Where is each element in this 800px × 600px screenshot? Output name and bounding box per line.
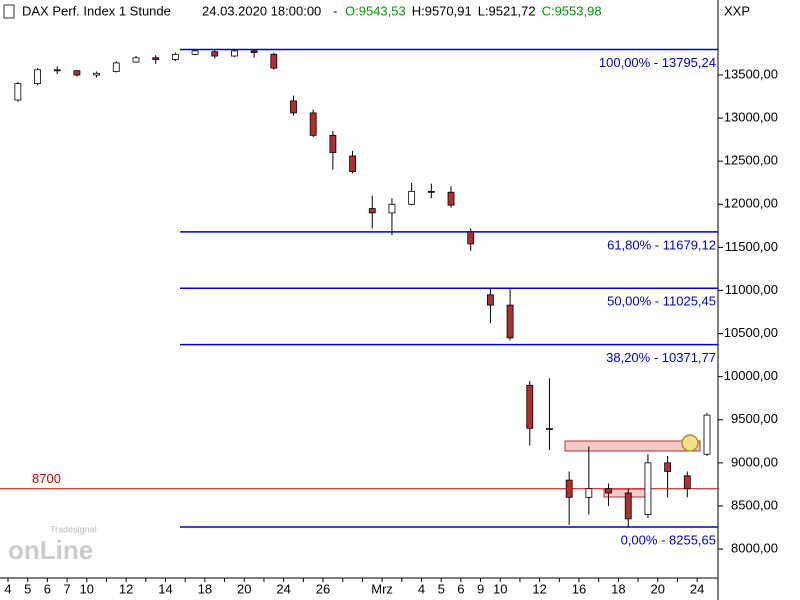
icon <box>3 4 15 19</box>
support-label: 8700 <box>32 471 61 486</box>
x-tick-label: 26 <box>316 581 330 596</box>
candle-body <box>132 57 140 63</box>
fib-label: 61,80% - 11679,12 <box>607 237 716 252</box>
x-tick-label: 7 <box>63 581 70 596</box>
y-tick-label: 8000,00 <box>731 540 778 555</box>
candle-body <box>290 100 297 114</box>
x-tick-label: 6 <box>457 581 464 596</box>
candle-body <box>427 190 435 193</box>
x-tick-label: 16 <box>572 581 586 596</box>
candle-body <box>211 51 219 57</box>
x-tick-label: 24 <box>690 581 704 596</box>
candle-body <box>388 203 396 214</box>
candle-body <box>664 462 672 472</box>
marker-circle <box>681 434 699 452</box>
candle-body <box>191 50 199 55</box>
candle-body <box>487 294 494 306</box>
candle-body <box>506 304 514 339</box>
candle-body <box>171 53 179 60</box>
ohlc-label: O:9543,53 <box>345 3 406 18</box>
candle-body <box>34 69 41 85</box>
candle-body <box>231 50 238 57</box>
y-tick-label: 9000,00 <box>731 454 778 469</box>
candle-body <box>329 134 337 153</box>
x-tick-label: 24 <box>276 581 290 596</box>
candle-body <box>683 475 691 490</box>
zone <box>564 440 701 452</box>
y-tick-label: 9500,00 <box>731 411 778 426</box>
candle-body <box>309 112 317 136</box>
x-tick-label: 5 <box>24 581 31 596</box>
candle-body <box>467 231 475 245</box>
y-tick-label: 12500,00 <box>724 153 778 168</box>
x-tick-label: 4 <box>418 581 425 596</box>
x-tick-label: 12 <box>532 581 546 596</box>
y-tick-label: 11000,00 <box>725 282 778 297</box>
candle-body <box>644 462 652 515</box>
candle-body <box>53 69 61 72</box>
candle-body <box>565 479 573 498</box>
fib-label: 0,00% - 8255,65 <box>621 532 716 547</box>
x-tick-label: 6 <box>44 581 51 596</box>
y-tick-label: 8500,00 <box>731 497 778 512</box>
candle-body <box>152 57 160 60</box>
candle-body <box>349 155 356 172</box>
fib-label: 100,00% - 13795,24 <box>599 55 716 70</box>
candle-body <box>447 191 455 206</box>
x-tick-label: 20 <box>237 581 251 596</box>
fib-label: 38,20% - 10371,77 <box>606 350 716 365</box>
candle-body <box>250 50 258 53</box>
y-tick-label: 13000,00 <box>724 110 778 125</box>
candle-body <box>408 190 416 205</box>
ohlc-label: L:9521,72 <box>478 3 536 18</box>
candle-body <box>14 83 22 101</box>
x-tick-label: 9 <box>477 581 484 596</box>
candle-body <box>73 70 81 76</box>
x-tick-label: 12 <box>119 581 133 596</box>
separator: - <box>333 3 337 18</box>
watermark-brand: Tradesignal <box>50 524 97 534</box>
fib-label: 50,00% - 11025,45 <box>607 294 716 309</box>
candle-body <box>624 492 632 520</box>
watermark: onLine <box>8 535 93 565</box>
y-tick-label: 12000,00 <box>724 196 778 211</box>
datetime: 24.03.2020 18:00:00 <box>202 3 321 18</box>
axis-label: XXP <box>724 3 750 18</box>
ohlc-label: C:9553,98 <box>542 3 602 18</box>
candle-body <box>605 488 612 494</box>
candle-body <box>93 72 101 76</box>
candle-body <box>270 53 278 69</box>
y-tick-label: 10000,00 <box>724 368 778 383</box>
x-tick-label: 18 <box>198 581 212 596</box>
x-tick-label: 4 <box>4 581 11 596</box>
y-tick-label: 11500,00 <box>725 239 778 254</box>
y-tick-label: 13500,00 <box>724 66 778 81</box>
candle-body <box>368 208 376 214</box>
x-tick-label: Mrz <box>371 581 393 596</box>
x-tick-label: 5 <box>438 581 445 596</box>
candle-body <box>703 414 711 455</box>
y-tick-label: 10500,00 <box>724 325 778 340</box>
x-tick-label: 10 <box>493 581 507 596</box>
x-tick-label: 20 <box>651 581 665 596</box>
x-tick-label: 18 <box>611 581 625 596</box>
candle-body <box>585 488 593 498</box>
x-tick-label: 14 <box>158 581 172 596</box>
chart-title: DAX Perf. Index 1 Stunde <box>22 3 171 18</box>
ohlc-label: H:9570,91 <box>412 3 472 18</box>
x-tick-label: 10 <box>80 581 94 596</box>
candle-body <box>526 384 534 429</box>
candle-body <box>112 62 120 72</box>
candle-body <box>546 427 553 430</box>
